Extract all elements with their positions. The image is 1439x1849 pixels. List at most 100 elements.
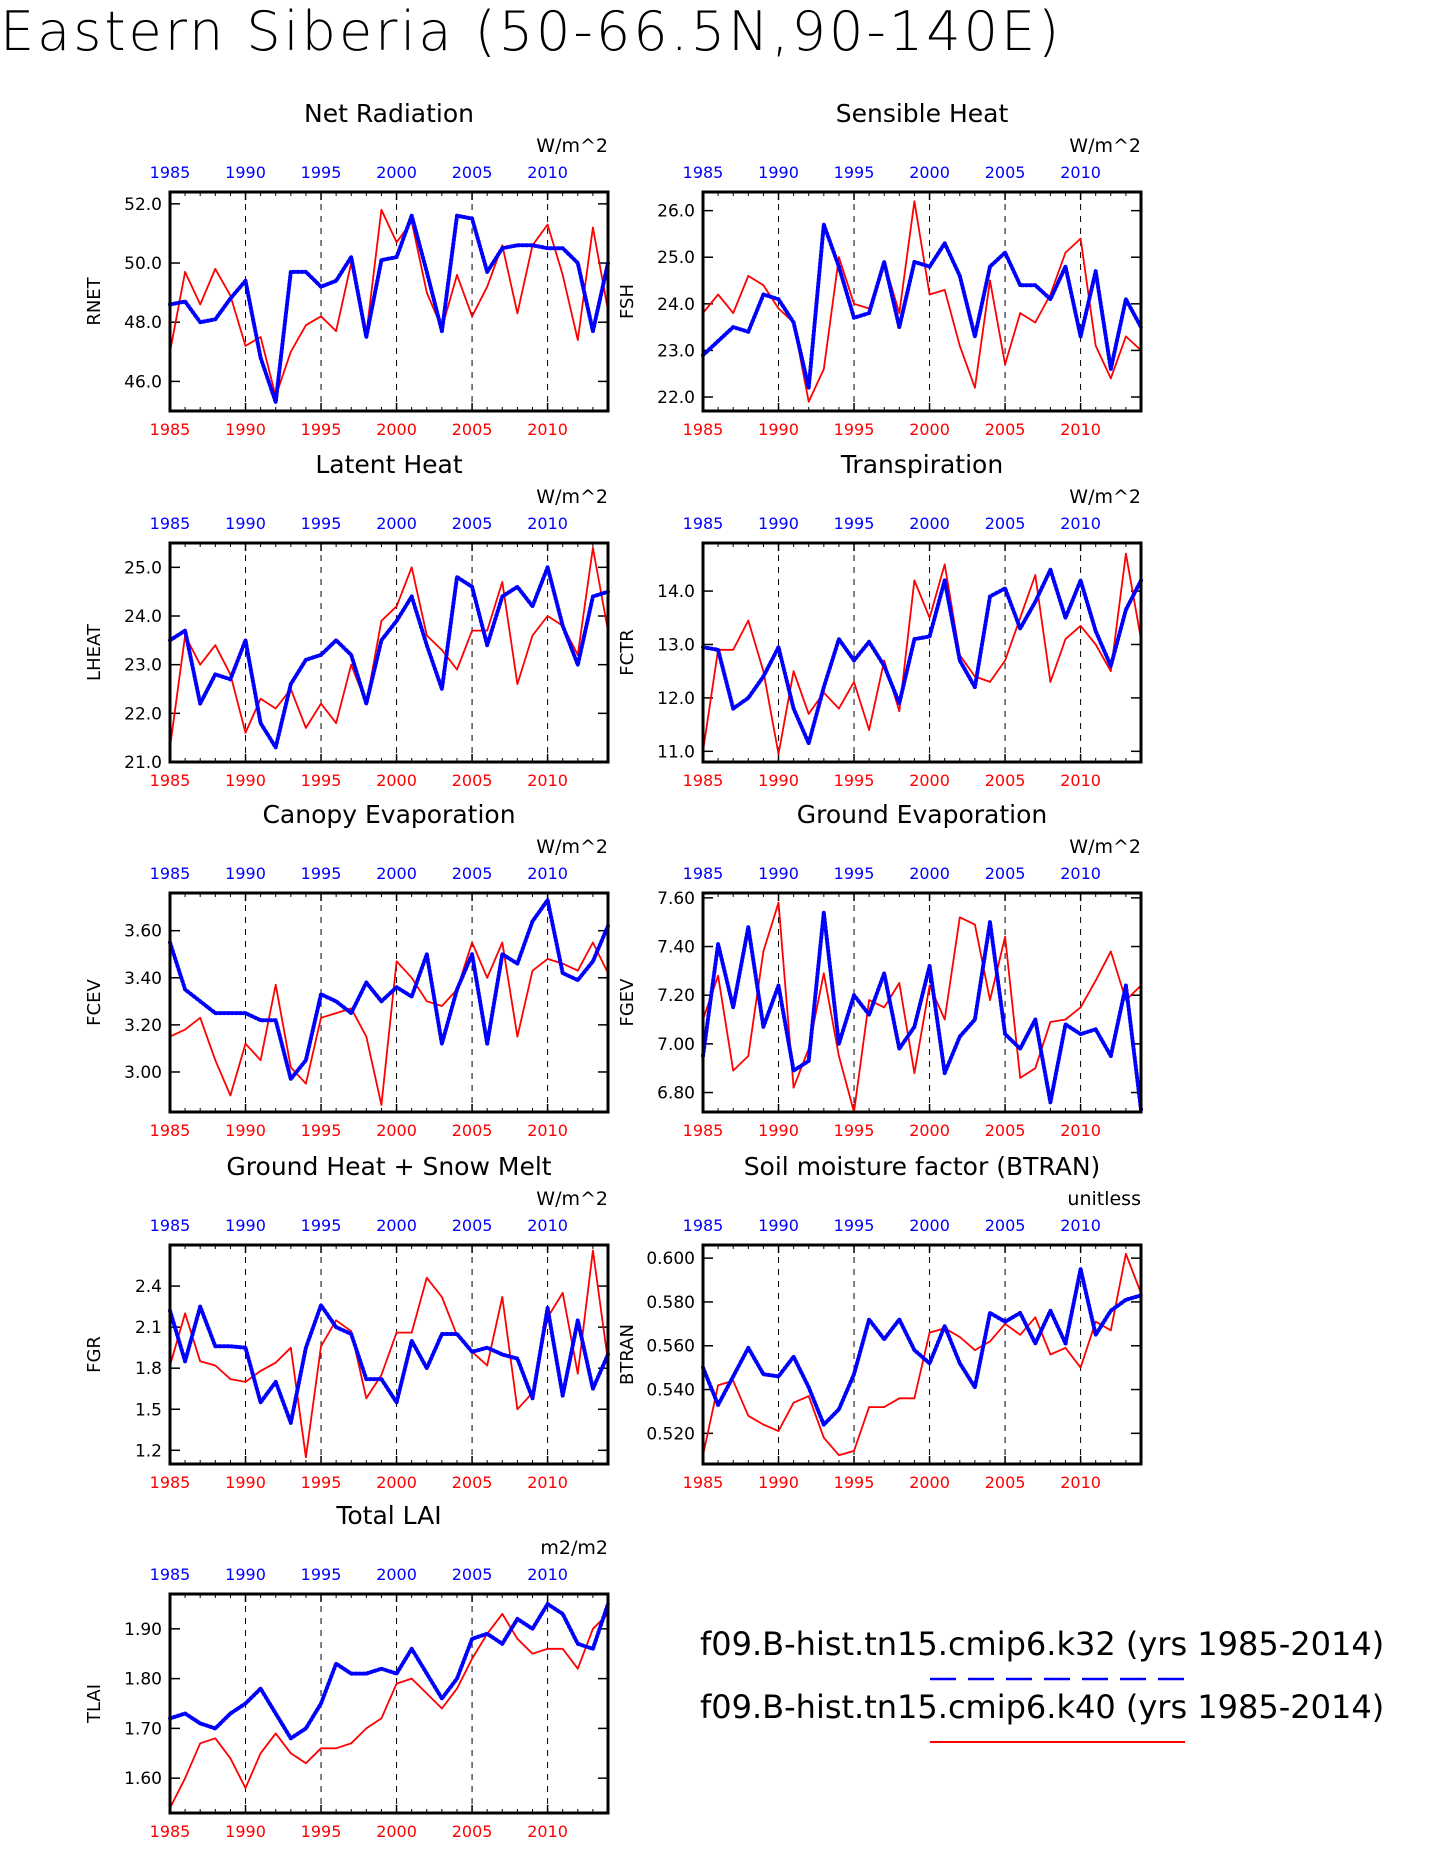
fcev-point-case2-1995 [320, 1017, 322, 1019]
rnet-xtick-top-label-2005: 2005 [452, 163, 493, 182]
btran-xtick-top-label-1990: 1990 [758, 1216, 799, 1235]
fctr-series-case2 [702, 552, 1142, 755]
lheat-xtick-top-label-2010: 2010 [527, 514, 568, 533]
lheat-point-case2-2006 [486, 629, 489, 632]
fgr-point-case2-1987 [199, 1360, 201, 1363]
fcev-point-case1-1989 [228, 1011, 233, 1015]
btran-ylabel: BTRAN [617, 1324, 638, 1385]
tlai-point-case1-1991 [258, 1686, 263, 1691]
fgev-xtick-top-label-2005: 2005 [985, 864, 1026, 883]
btran-point-case2-2006 [1019, 1334, 1021, 1336]
fgev-point-case2-1998 [898, 982, 901, 984]
tlai-units: m2/m2 [540, 1537, 608, 1559]
btran-point-case2-1993 [823, 1436, 825, 1439]
tlai-point-case1-1989 [228, 1711, 233, 1716]
fcev-xtick-label-1985: 1985 [150, 1121, 191, 1140]
fctr-point-case1-2005 [1003, 586, 1007, 591]
fsh-point-case2-1994 [838, 256, 840, 259]
btran-point-case1-2004 [988, 1311, 992, 1315]
fgev-ytick-label-3: 7.40 [657, 938, 695, 958]
fcev-point-case2-2007 [501, 941, 504, 944]
fsh-point-case1-1993 [822, 222, 826, 227]
fctr-ytick-label-1: 12.0 [657, 689, 695, 709]
rnet-point-case2-1996 [335, 330, 337, 332]
btran-ytick-label-4: 0.600 [646, 1249, 695, 1269]
fsh-point-case2-1995 [853, 303, 855, 305]
fsh-point-case2-1987 [732, 312, 734, 314]
btran-point-case2-2002 [959, 1336, 961, 1338]
btran-ytick-label-3: 0.580 [646, 1293, 695, 1313]
fgev-point-case1-1992 [806, 1059, 811, 1063]
fgev-point-case1-1997 [882, 971, 886, 976]
rnet-point-case2-2010 [546, 223, 549, 226]
fgr-point-case1-1989 [228, 1344, 233, 1349]
fgev-point-case2-1993 [823, 972, 825, 975]
rnet-xtick-label-1995: 1995 [301, 420, 342, 439]
fgev-xtick-label-2000: 2000 [909, 1121, 950, 1140]
fcev-point-case2-2005 [471, 941, 473, 944]
tlai-frame [168, 1592, 610, 1815]
lheat-xtick-top-label-1995: 1995 [301, 514, 342, 533]
fgr-title: Ground Heat + Snow Melt [226, 1152, 551, 1181]
fgev-ytick-label-4: 7.60 [657, 889, 695, 909]
fctr-point-case2-2006 [1019, 617, 1021, 619]
fgr-point-case2-2003 [441, 1296, 443, 1298]
fcev-xtick-top-label-2000: 2000 [376, 864, 417, 883]
rnet-point-case2-1987 [199, 303, 201, 306]
figure-title: Eastern Siberia (50-66.5N,90-140E) [0, 0, 1063, 63]
tlai-point-case2-1995 [320, 1747, 322, 1750]
btran-xtick-top-label-1985: 1985 [683, 1216, 724, 1235]
rnet-point-case2-1990 [244, 345, 247, 347]
tlai-point-case1-2008 [515, 1617, 520, 1621]
rnet-point-case1-1995 [319, 284, 323, 289]
fgr-point-case2-2008 [516, 1408, 519, 1411]
btran-point-case1-2005 [1003, 1319, 1007, 1324]
fctr-xtick-label-1985: 1985 [683, 771, 724, 790]
tlai-point-case1-2013 [591, 1647, 595, 1651]
fgr-ytick-label-4: 2.4 [135, 1277, 162, 1297]
rnet-title: Net Radiation [304, 99, 474, 128]
fgr-point-case1-2003 [440, 1332, 444, 1336]
lheat-point-case2-1987 [199, 663, 201, 666]
tlai-point-case1-2012 [576, 1642, 580, 1646]
rnet-point-case1-2010 [545, 246, 550, 250]
fsh-point-case1-1990 [776, 297, 781, 302]
fctr-point-case1-1993 [822, 685, 826, 689]
btran-xtick-top-label-2005: 2005 [985, 1216, 1026, 1235]
rnet-point-case1-1990 [243, 279, 248, 283]
fsh-point-case2-1992 [807, 400, 810, 403]
fgr-xtick-top-label-1995: 1995 [301, 1216, 342, 1235]
fctr-point-case1-2002 [958, 658, 962, 663]
btran-point-case1-2001 [942, 1324, 947, 1328]
rnet-ylabel: RNET [84, 276, 105, 325]
lheat-point-case1-1997 [349, 653, 354, 657]
btran-xtick-label-2005: 2005 [985, 1473, 1026, 1492]
fgev-xtick-label-1985: 1985 [683, 1121, 724, 1140]
fctr-point-case1-2000 [927, 634, 932, 639]
fctr-point-case1-1994 [837, 637, 841, 641]
fgev-xtick-top-label-1990: 1990 [758, 864, 799, 883]
rnet-point-case1-1992 [273, 400, 278, 404]
fctr-point-case1-2003 [973, 685, 977, 689]
tlai-point-case2-1996 [335, 1747, 337, 1750]
fsh-series-case2 [702, 200, 1142, 403]
fctr-point-case2-1996 [868, 729, 870, 731]
fgr-point-case2-1999 [380, 1374, 383, 1376]
fsh-xtick-label-2005: 2005 [985, 420, 1026, 439]
fgr-point-case1-1994 [304, 1345, 308, 1350]
fgev-point-case1-2003 [973, 1017, 977, 1022]
lheat-point-case1-2009 [530, 604, 535, 609]
tlai-xtick-top-label-1985: 1985 [150, 1565, 191, 1584]
lheat-ytick-label-2: 23.0 [124, 656, 162, 676]
tlai-point-case1-2005 [470, 1637, 474, 1641]
fgr-point-case2-1992 [274, 1361, 277, 1364]
tlai-xtick-label-2010: 2010 [527, 1822, 568, 1841]
rnet-point-case2-2004 [456, 274, 458, 276]
fsh-point-case1-2013 [1124, 297, 1128, 302]
btran-point-case1-1990 [776, 1374, 781, 1379]
btran-point-case1-2003 [973, 1385, 977, 1390]
lheat-point-case1-2013 [591, 594, 595, 599]
lheat-xtick-label-1985: 1985 [150, 771, 191, 790]
lheat-point-case1-1987 [198, 701, 202, 706]
